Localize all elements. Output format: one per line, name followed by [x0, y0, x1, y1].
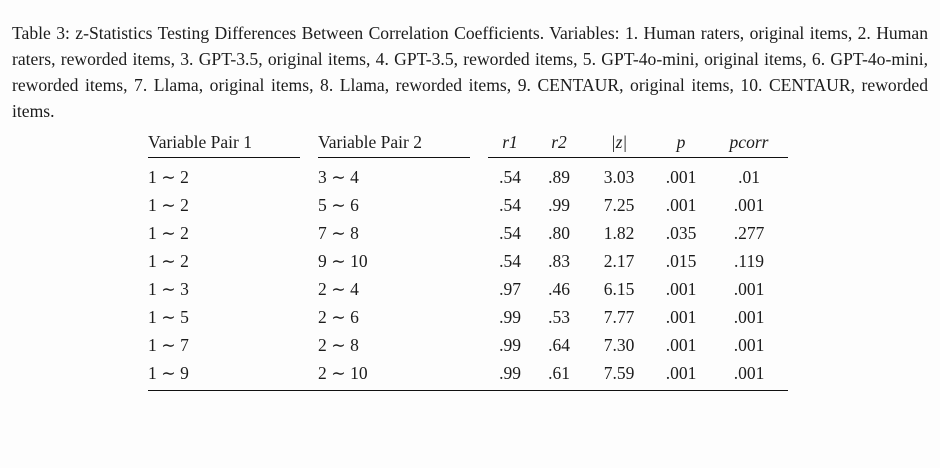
table-row: 1 ∼ 2 5 ∼ 6 .54 .99 7.25 .001 .001 — [148, 191, 930, 219]
header-abs-z: |z| — [610, 132, 628, 153]
table-row: 1 ∼ 2 3 ∼ 4 .54 .89 3.03 .001 .01 — [148, 163, 930, 191]
table-caption: Table 3: z-Statistics Testing Difference… — [12, 23, 928, 122]
cell-abs-z: 7.59 — [603, 362, 635, 383]
table-row: 1 ∼ 9 2 ∼ 10 .99 .61 7.59 .001 .001 — [148, 359, 930, 387]
cell-variable-pair-1: 1 ∼ 9 — [148, 362, 189, 383]
cell-r2: .64 — [548, 334, 570, 355]
cell-r2: .89 — [548, 166, 570, 187]
cell-abs-z: 1.82 — [603, 222, 635, 243]
cell-variable-pair-1: 1 ∼ 3 — [148, 278, 189, 299]
cell-r1: .99 — [499, 334, 521, 355]
cell-r1: .54 — [499, 166, 521, 187]
cell-abs-z: 6.15 — [603, 278, 635, 299]
table-row: 1 ∼ 7 2 ∼ 8 .99 .64 7.30 .001 .001 — [148, 331, 930, 359]
table-row: 1 ∼ 2 9 ∼ 10 .54 .83 2.17 .015 .119 — [148, 247, 930, 275]
cell-abs-z: 7.77 — [603, 306, 635, 327]
cell-variable-pair-2: 7 ∼ 8 — [318, 222, 359, 243]
cell-abs-z: 3.03 — [603, 166, 635, 187]
cell-r1: .99 — [499, 362, 521, 383]
header-variable-pair-2: Variable Pair 2 — [318, 132, 470, 159]
table-row: 1 ∼ 3 2 ∼ 4 .97 .46 6.15 .001 .001 — [148, 275, 930, 303]
cell-pcorr: .001 — [733, 334, 765, 355]
cell-r2: .61 — [548, 362, 570, 383]
cell-variable-pair-2: 2 ∼ 10 — [318, 362, 368, 383]
cell-pcorr: .001 — [733, 306, 765, 327]
cell-abs-z: 7.25 — [603, 194, 635, 215]
cell-variable-pair-1: 1 ∼ 7 — [148, 334, 189, 355]
cell-p: .001 — [665, 334, 697, 355]
cell-variable-pair-2: 2 ∼ 8 — [318, 334, 359, 355]
header-pcorr: pcorr — [729, 132, 769, 153]
cell-variable-pair-2: 5 ∼ 6 — [318, 194, 359, 215]
header-p: p — [676, 132, 686, 153]
cell-r2: .99 — [548, 194, 570, 215]
cell-r2: .46 — [548, 278, 570, 299]
table-row: 1 ∼ 5 2 ∼ 6 .99 .53 7.77 .001 .001 — [148, 303, 930, 331]
cell-p: .001 — [665, 278, 697, 299]
cell-variable-pair-2: 2 ∼ 4 — [318, 278, 359, 299]
cell-variable-pair-1: 1 ∼ 2 — [148, 222, 189, 243]
cell-r1: .97 — [499, 278, 521, 299]
cell-pcorr: .001 — [733, 194, 765, 215]
cell-p: .001 — [665, 362, 697, 383]
cell-p: .001 — [665, 166, 697, 187]
paper-page: Table 3: z-Statistics Testing Difference… — [12, 23, 930, 392]
cell-pcorr: .01 — [738, 166, 760, 187]
cell-r1: .54 — [499, 222, 521, 243]
cell-variable-pair-2: 3 ∼ 4 — [318, 166, 359, 187]
cell-p: .035 — [665, 222, 697, 243]
cell-abs-z: 7.30 — [603, 334, 635, 355]
cell-variable-pair-2: 9 ∼ 10 — [318, 250, 368, 271]
table-body: 1 ∼ 2 3 ∼ 4 .54 .89 3.03 .001 .01 1 ∼ 2 … — [148, 158, 930, 387]
header-r1: r1 — [502, 132, 518, 153]
cell-r2: .83 — [548, 250, 570, 271]
cell-r1: .54 — [499, 250, 521, 271]
cell-pcorr: .277 — [733, 222, 765, 243]
cell-p: .015 — [665, 250, 697, 271]
cell-r2: .80 — [548, 222, 570, 243]
table-bottom-rule — [148, 390, 788, 392]
table-row: 1 ∼ 2 7 ∼ 8 .54 .80 1.82 .035 .277 — [148, 219, 930, 247]
cell-variable-pair-1: 1 ∼ 5 — [148, 306, 189, 327]
table-header-row: Variable Pair 1 Variable Pair 2 r1 r2 |z… — [148, 132, 930, 159]
z-statistics-table: Variable Pair 1 Variable Pair 2 r1 r2 |z… — [148, 132, 930, 392]
cell-variable-pair-1: 1 ∼ 2 — [148, 166, 189, 187]
cell-p: .001 — [665, 194, 697, 215]
cell-r1: .54 — [499, 194, 521, 215]
header-statistics-group: r1 r2 |z| p pcorr — [488, 132, 788, 159]
header-variable-pair-1: Variable Pair 1 — [148, 132, 300, 159]
cell-abs-z: 2.17 — [603, 250, 635, 271]
cell-r2: .53 — [548, 306, 570, 327]
cell-pcorr: .001 — [733, 362, 765, 383]
cell-pcorr: .119 — [734, 250, 764, 271]
cell-r1: .99 — [499, 306, 521, 327]
cell-variable-pair-1: 1 ∼ 2 — [148, 250, 189, 271]
cell-variable-pair-1: 1 ∼ 2 — [148, 194, 189, 215]
cell-variable-pair-2: 2 ∼ 6 — [318, 306, 359, 327]
cell-pcorr: .001 — [733, 278, 765, 299]
header-r2: r2 — [551, 132, 567, 153]
cell-p: .001 — [665, 306, 697, 327]
